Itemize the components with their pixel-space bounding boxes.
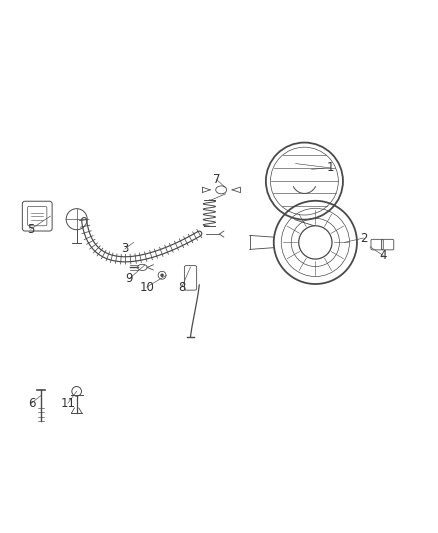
Text: 3: 3 — [121, 243, 128, 255]
Text: 11: 11 — [60, 397, 75, 410]
Text: 8: 8 — [178, 280, 185, 294]
Text: 1: 1 — [327, 161, 335, 174]
Text: 7: 7 — [213, 173, 221, 186]
Circle shape — [160, 273, 164, 277]
Text: 2: 2 — [360, 231, 367, 245]
Text: 10: 10 — [139, 280, 154, 294]
Text: 6: 6 — [28, 397, 35, 410]
Text: 4: 4 — [379, 249, 387, 262]
Text: 9: 9 — [125, 272, 133, 285]
Text: 5: 5 — [27, 223, 34, 236]
